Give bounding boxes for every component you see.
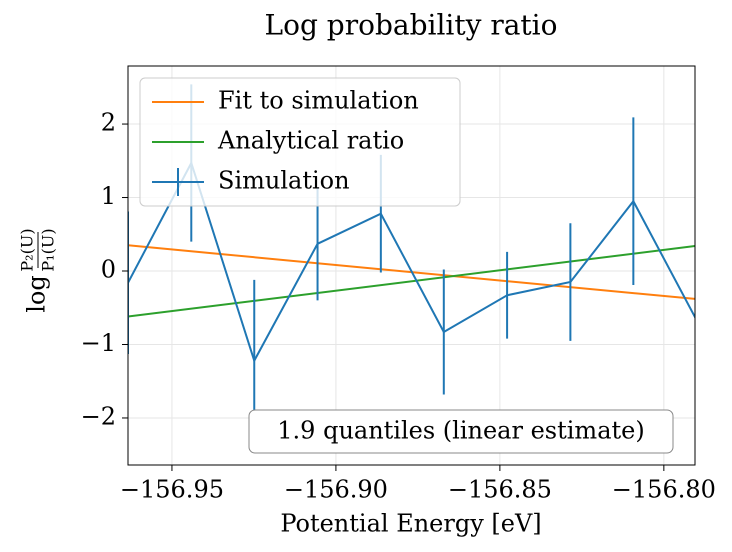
x-axis-label: Potential Energy [eV] [280,510,541,538]
y-label-numerator: P₂(U) [18,228,37,271]
y-tick-label: 1 [101,182,116,210]
x-tick-label: −156.80 [612,476,716,504]
legend-label: Analytical ratio [217,127,404,155]
legend-box [139,77,461,207]
chart-title: Log probability ratio [265,9,558,42]
x-tick-label: −156.90 [284,476,388,504]
y-tick-label: 0 [101,256,116,284]
x-tick-label: −156.95 [120,476,224,504]
y-tick-label: −2 [81,402,116,430]
annotation-box [248,409,674,454]
plot-frame [127,65,696,466]
y-axis-label: log P₂(U) P₁(U) [18,228,58,312]
y-label-denominator: P₁(U) [39,228,58,271]
series-line [128,160,695,364]
series-line [128,245,695,318]
y-tick-label: −1 [81,329,116,357]
legend-label: Fit to simulation [218,87,419,115]
y-label-prefix: log [23,275,51,313]
annotation: 1.9 quantiles (linear estimate) [277,417,644,445]
x-tick-label: −156.85 [448,476,552,504]
y-tick-label: 2 [101,109,116,137]
legend-label: Simulation [218,167,350,195]
